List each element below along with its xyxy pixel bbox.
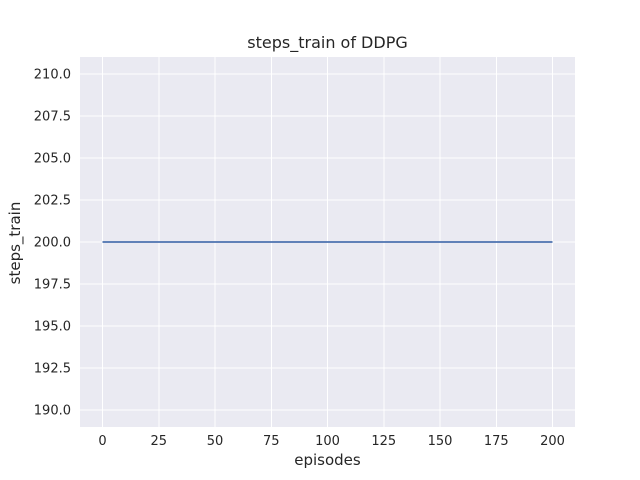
x-tick-label: 50: [207, 434, 224, 449]
y-tick-label: 192.5: [34, 362, 71, 377]
y-tick-label: 210.0: [34, 67, 71, 82]
x-tick-label: 25: [151, 434, 168, 449]
y-tick-label: 207.5: [34, 109, 71, 124]
x-tick-label: 200: [540, 434, 565, 449]
y-tick-label: 200.0: [34, 236, 71, 251]
y-tick-label: 197.5: [34, 278, 71, 293]
x-tick-label: 125: [371, 434, 396, 449]
chart-title: steps_train of DDPG: [247, 33, 408, 52]
y-axis-label: steps_train: [6, 201, 24, 285]
x-tick-label: 175: [484, 434, 509, 449]
y-tick-label: 190.0: [34, 404, 71, 419]
x-axis-label: episodes: [294, 451, 361, 469]
x-tick-label: 75: [263, 434, 280, 449]
y-tick-label: 205.0: [34, 151, 71, 166]
y-tick-label: 195.0: [34, 320, 71, 335]
y-tick-label: 202.5: [34, 194, 71, 209]
x-tick-label: 150: [428, 434, 453, 449]
x-tick-label: 100: [315, 434, 340, 449]
x-tick-label: 0: [98, 434, 106, 449]
